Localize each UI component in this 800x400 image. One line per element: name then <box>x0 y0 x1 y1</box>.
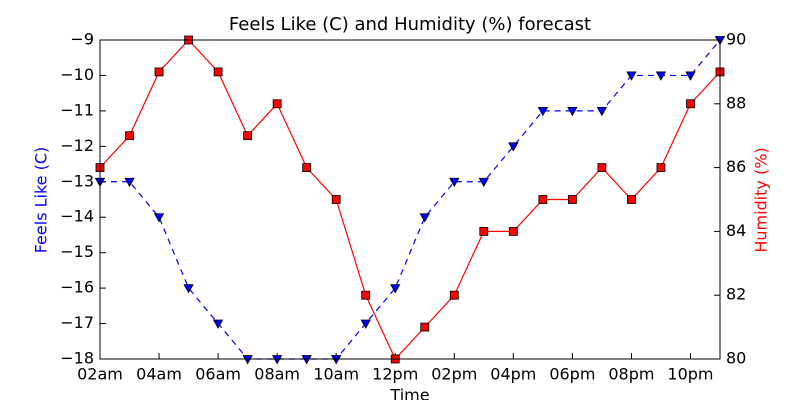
marker <box>567 195 577 204</box>
y-tick-label: −11 <box>60 100 94 119</box>
y2-tick-label: 86 <box>726 157 746 176</box>
x-tick-label: 04pm <box>490 365 536 384</box>
y-tick-label: −16 <box>60 278 94 297</box>
y2-axis-label: Humidity (%) <box>752 147 771 252</box>
x-tick-label: 08am <box>254 365 300 384</box>
marker <box>212 319 224 329</box>
marker <box>331 195 341 204</box>
x-tick-label: 06am <box>195 365 241 384</box>
series-line <box>100 39 721 360</box>
plot-frame <box>99 39 721 360</box>
y-axis-label: Feels Like (C) <box>32 147 51 254</box>
marker <box>419 213 430 223</box>
y-tick-label: −13 <box>60 171 94 190</box>
x-tick-label: 12pm <box>372 365 418 384</box>
marker <box>420 322 430 332</box>
marker <box>538 195 548 204</box>
y-tick-label: −10 <box>60 65 94 84</box>
x-tick-label: 04am <box>136 365 182 384</box>
y2-tick-label: 82 <box>726 285 746 304</box>
y2-tick-label: 88 <box>726 93 746 112</box>
marker <box>596 106 608 117</box>
chart-title: Feels Like (C) and Humidity (%) forecast <box>229 14 591 35</box>
y-tick-label: −18 <box>60 349 94 368</box>
marker <box>685 71 696 81</box>
marker <box>655 71 667 81</box>
marker <box>154 67 164 77</box>
y-tick-label: −17 <box>60 313 94 332</box>
marker <box>243 131 253 141</box>
marker <box>302 163 312 173</box>
marker <box>183 284 194 294</box>
marker <box>479 226 489 236</box>
marker <box>508 142 519 152</box>
marker <box>213 67 223 77</box>
marker <box>627 195 636 204</box>
marker <box>390 284 401 294</box>
y2-tick-label: 90 <box>726 30 746 49</box>
marker <box>567 106 578 117</box>
x-axis-label: Time <box>389 386 429 400</box>
marker <box>449 177 460 188</box>
y2-tick-label: 84 <box>726 221 746 240</box>
series-line <box>99 39 721 361</box>
x-tick-label: 02pm <box>431 365 477 384</box>
marker <box>360 319 371 329</box>
marker <box>597 163 607 173</box>
marker <box>125 131 134 141</box>
marker <box>626 71 637 81</box>
marker <box>656 163 666 173</box>
marker <box>272 99 282 109</box>
marker <box>124 177 135 188</box>
marker <box>361 290 371 300</box>
marker <box>153 213 165 223</box>
y-tick-label: −15 <box>60 242 94 261</box>
marker <box>537 106 549 117</box>
x-tick-label: 10am <box>313 365 359 384</box>
marker <box>686 99 695 109</box>
x-tick-label: 10pm <box>667 365 713 384</box>
marker <box>508 226 518 236</box>
y-tick-label: −12 <box>60 136 94 155</box>
marker <box>449 290 459 300</box>
x-tick-label: 08pm <box>608 365 654 384</box>
marker <box>478 177 489 188</box>
y-tick-label: −14 <box>60 207 94 226</box>
x-tick-label: 06pm <box>549 365 595 384</box>
y-tick-label: −9 <box>70 30 94 49</box>
x-tick-label: 02am <box>77 365 123 384</box>
y2-tick-label: 80 <box>726 349 746 368</box>
